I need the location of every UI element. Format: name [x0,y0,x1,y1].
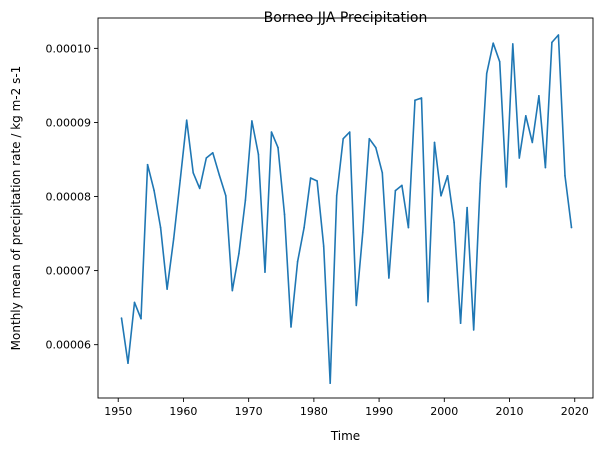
data-point [316,180,318,182]
x-tick-label: 1960 [169,405,197,418]
data-point [361,231,364,233]
data-point [564,174,566,177]
data-point [498,60,501,63]
data-point [368,137,371,140]
data-point [179,179,181,182]
x-tick-label: 2000 [430,405,458,418]
data-point [120,317,123,319]
data-point [296,260,299,263]
data-point [420,97,423,99]
data-point [355,304,358,307]
data-point [557,34,560,36]
data-point [401,184,403,187]
x-tick-label: 1990 [365,405,393,418]
data-point [133,301,136,304]
data-point [466,206,468,209]
x-tick-label: 1980 [300,405,328,418]
data-point [375,146,377,149]
data-point [238,252,240,255]
data-point [192,172,195,174]
data-point [264,271,266,273]
y-tick-label: 0.00010 [46,42,92,55]
data-point [277,146,279,149]
data-point [381,172,384,174]
data-point [159,226,162,229]
data-point [440,194,442,197]
x-axis: 1950 1960 1970 1980 1990 2000 2010 2020 [104,398,589,418]
data-point [479,182,481,184]
data-point [322,245,325,247]
data-point [303,226,305,229]
data-point [531,141,534,144]
y-tick-label: 0.00008 [46,191,92,204]
data-point [511,43,514,45]
data-point [283,213,286,216]
y-tick-label: 0.00006 [46,339,92,352]
data-point [172,237,175,240]
data-point [505,186,508,188]
data-point [231,289,234,292]
x-tick-label: 1970 [235,405,263,418]
data-point [407,226,410,229]
data-point [257,153,260,156]
x-tick-label: 2020 [561,405,589,418]
data-point [290,326,292,328]
data-point [198,187,201,190]
y-axis: 0.00006 0.00007 0.00008 0.00009 0.00010 [46,42,98,352]
data-point [570,226,573,229]
data-point [525,114,527,117]
data-point [205,157,208,159]
data-point [388,277,390,279]
data-point [342,137,345,140]
data-point [492,42,495,44]
data-point [153,189,155,192]
data-point [453,221,455,224]
data-point [335,194,338,197]
data-point [225,194,227,197]
data-point [140,317,142,320]
data-point [538,94,540,97]
data-point [166,288,168,290]
x-tick-label: 2010 [496,405,524,418]
data-point [394,189,397,192]
data-point [433,141,436,144]
y-tick-label: 0.00009 [46,116,92,129]
data-point [185,119,188,122]
series-line [120,34,573,385]
data-point [551,41,553,44]
data-point [544,166,547,169]
data-point [127,362,129,364]
data-point [270,131,273,133]
y-axis-label: Monthly mean of precipitation rate / kg … [9,66,23,351]
plot-area [120,34,573,385]
data-point [485,72,488,75]
y-tick-label: 0.00007 [46,265,92,278]
x-axis-label: Time [330,429,360,443]
data-point [518,157,521,159]
data-point [329,382,331,384]
data-point [348,131,351,133]
data-point [218,174,221,176]
data-point [446,174,449,177]
data-point [309,177,312,179]
data-point [414,99,416,102]
data-point [251,120,253,122]
data-point [244,199,247,202]
plot-frame [97,17,594,399]
data-point [427,300,429,303]
data-point [146,163,149,166]
data-point [211,152,214,154]
data-point [472,329,475,331]
data-point [459,322,462,324]
x-tick-label: 1950 [104,405,132,418]
